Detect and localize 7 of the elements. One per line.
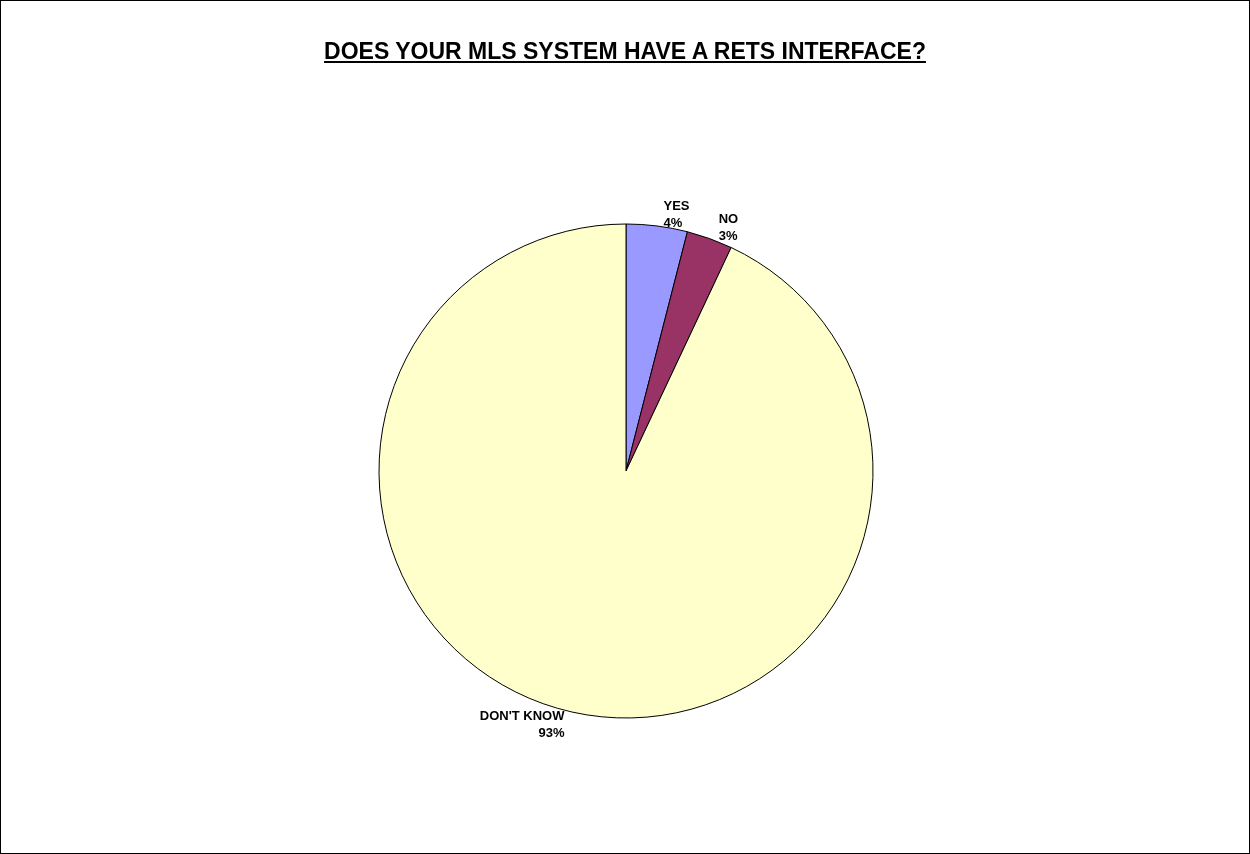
slice-label: NO xyxy=(718,211,739,227)
slice-label: YES xyxy=(663,198,690,214)
data-label: 3% xyxy=(718,228,738,244)
slice-label: DON'T KNOW xyxy=(479,707,566,723)
data-label: 93% xyxy=(538,724,565,740)
chart-title: DOES YOUR MLS SYSTEM HAVE A RETS INTERFACE? xyxy=(323,38,927,65)
data-label: 4% xyxy=(663,215,683,231)
